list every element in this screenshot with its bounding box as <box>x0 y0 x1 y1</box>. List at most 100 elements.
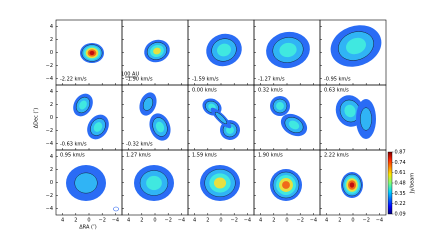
contour <box>89 50 95 56</box>
contour <box>79 100 87 110</box>
contour <box>153 47 161 55</box>
colorbar-tick-label: 0.09 <box>395 212 406 218</box>
panel: 4 2 0 −2 −4 1.59 km/s <box>187 149 255 224</box>
velocity-label: -1.27 km/s <box>258 77 285 83</box>
x-tick-label: 2 <box>206 218 209 224</box>
panel: 4 2 0 −2 −4 1.27 km/s <box>121 149 189 224</box>
emission <box>270 169 302 201</box>
x-tick-label: −4 <box>244 218 251 224</box>
contour <box>93 122 103 132</box>
velocity-label: 0.95 km/s <box>60 153 85 159</box>
x-tick-label: 4 <box>61 218 64 224</box>
y-axis-label: ΔDec (″) <box>34 108 40 129</box>
x-tick-label: −2 <box>99 218 106 224</box>
y-tick-label: 4 <box>50 24 53 30</box>
x-tick-label: 4 <box>259 218 262 224</box>
emission <box>144 39 170 63</box>
panel: 4 2 0 −2 −4 -0.63 km/s <box>46 84 123 151</box>
panel: 4 2 0 −2 −4 -2.22 km/s <box>46 19 123 86</box>
x-tick-label: 2 <box>338 218 341 224</box>
contour <box>226 126 234 134</box>
panel: -0.95 km/s <box>319 19 387 86</box>
emission <box>266 31 310 69</box>
contour <box>74 172 98 194</box>
y-tick-label: −2 <box>46 128 53 134</box>
panel: 4 2 0 −2 −4 2.22 km/s <box>319 149 387 224</box>
x-tick-label: −4 <box>112 218 119 224</box>
x-tick-label: −2 <box>297 218 304 224</box>
velocity-label: -0.95 km/s <box>324 77 351 83</box>
contour <box>344 104 356 118</box>
contour <box>282 181 290 189</box>
x-tick-label: 0 <box>153 218 156 224</box>
velocity-label: 0.00 km/s <box>192 88 217 94</box>
scale-bar-label: 100 AU <box>121 72 140 78</box>
y-tick-label: 0 <box>50 180 53 186</box>
x-tick-label: −4 <box>310 218 317 224</box>
y-tick-label: 0 <box>50 50 53 56</box>
contour <box>155 121 165 133</box>
contour <box>279 42 297 58</box>
emission <box>139 92 171 141</box>
velocity-label: 2.22 km/s <box>324 153 349 159</box>
contour <box>216 43 232 57</box>
emission <box>330 25 382 67</box>
contour <box>360 107 372 131</box>
colorbar <box>387 151 393 215</box>
contour <box>276 102 284 110</box>
colorbar-label: Jy/beam <box>410 173 416 194</box>
contour <box>142 97 154 111</box>
y-tick-label: −4 <box>46 141 53 147</box>
x-tick-label: 0 <box>219 218 222 224</box>
emission <box>270 96 308 137</box>
x-axis-label: ΔRA (″) <box>79 225 97 231</box>
velocity-label: 0.32 km/s <box>258 88 283 94</box>
panel: -1.27 km/s <box>253 19 321 86</box>
x-tick-label: 2 <box>272 218 275 224</box>
velocity-label: -1.90 km/s <box>126 77 153 83</box>
y-tick-label: 0 <box>50 115 53 121</box>
colorbar-tick-label: 0.74 <box>395 160 406 166</box>
y-tick-label: 2 <box>50 37 53 43</box>
y-tick-label: −2 <box>46 63 53 69</box>
y-tick-label: −4 <box>46 76 53 82</box>
x-tick-label: −2 <box>231 218 238 224</box>
contour <box>213 177 227 189</box>
y-tick-label: −2 <box>46 193 53 199</box>
colorbar-tick-label: 0.35 <box>395 191 406 197</box>
y-tick-label: 2 <box>50 167 53 173</box>
panel: -1.59 km/s <box>187 19 255 86</box>
emission <box>200 165 240 201</box>
emission <box>202 98 240 140</box>
y-tick-label: 2 <box>50 102 53 108</box>
x-tick-label: 4 <box>127 218 130 224</box>
emission <box>206 33 242 67</box>
velocity-label: 1.90 km/s <box>258 153 283 159</box>
y-tick-label: −4 <box>46 206 53 212</box>
panel: 0.32 km/s <box>253 84 321 151</box>
colorbar-tick-label: 0.48 <box>395 181 406 187</box>
emission <box>341 172 363 198</box>
x-tick-label: 4 <box>193 218 196 224</box>
panel: 4 2 0 −2 −4 4 2 0 −2 −4 0.95 km/s <box>46 149 123 224</box>
y-tick-label: 4 <box>50 154 53 160</box>
contour <box>146 175 162 191</box>
velocity-label: 1.59 km/s <box>192 153 217 159</box>
x-tick-label: 4 <box>325 218 328 224</box>
contour <box>349 182 355 188</box>
velocity-label: -0.63 km/s <box>60 142 87 148</box>
x-tick-label: 2 <box>74 218 77 224</box>
contour <box>288 120 300 130</box>
velocity-label: -1.59 km/s <box>192 77 219 83</box>
emission <box>80 43 104 63</box>
panel: -0.32 km/s <box>121 84 189 151</box>
contour <box>346 37 366 55</box>
velocity-label: -2.22 km/s <box>60 77 87 83</box>
x-tick-label: −4 <box>178 218 185 224</box>
x-tick-label: −4 <box>376 218 383 224</box>
emission <box>134 165 174 201</box>
emission <box>73 93 109 140</box>
x-tick-label: −2 <box>165 218 172 224</box>
